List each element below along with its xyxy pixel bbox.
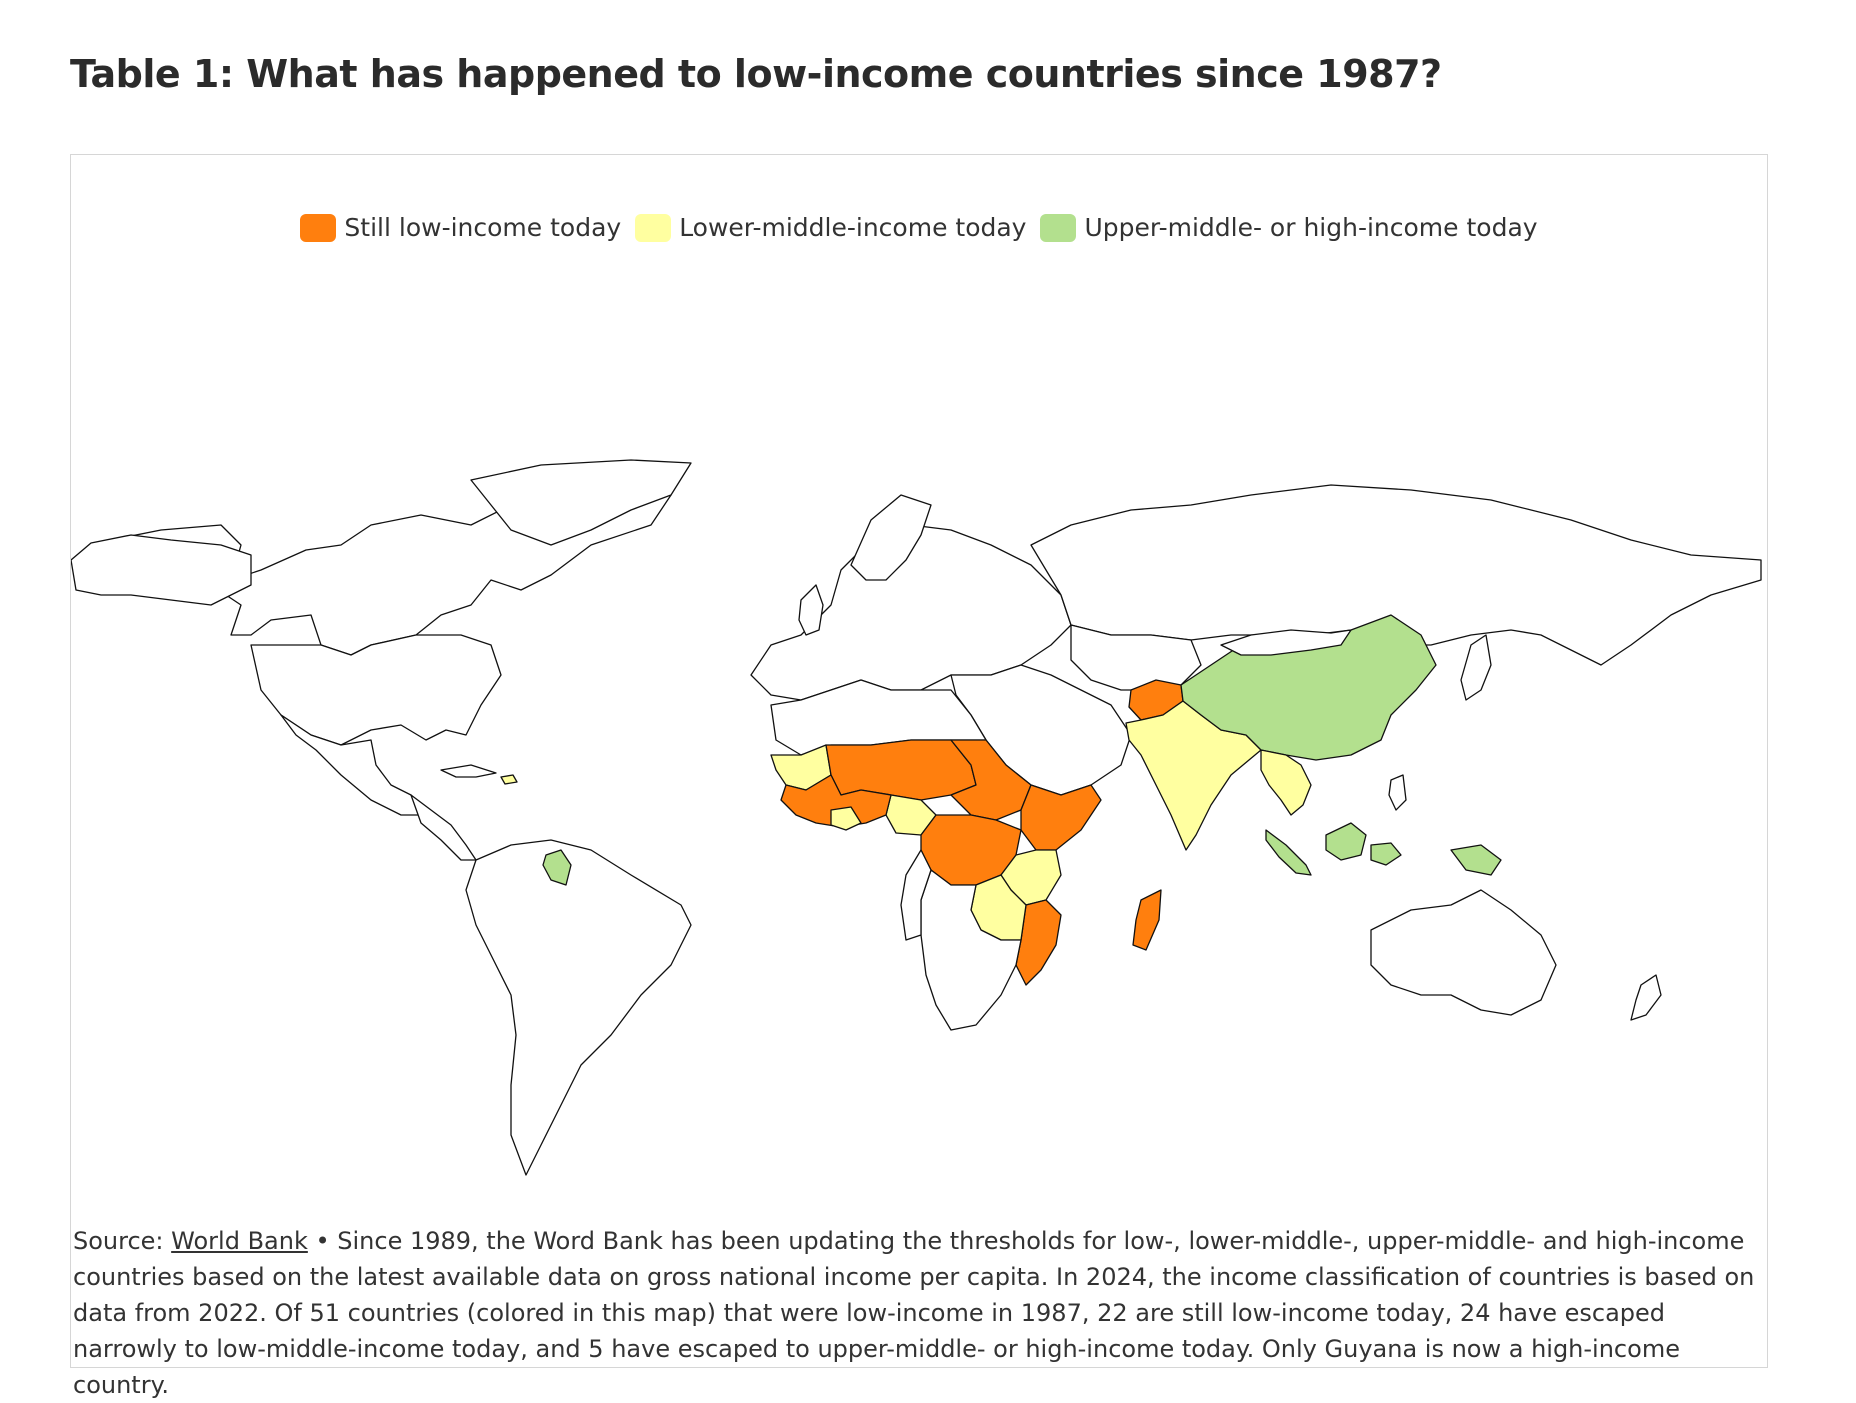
legend: Still low-income today Lower-middle-inco… bbox=[71, 213, 1767, 242]
philippines[interactable] bbox=[1388, 774, 1407, 811]
central-america[interactable] bbox=[410, 794, 477, 861]
new-zealand[interactable] bbox=[1630, 974, 1662, 1021]
legend-swatch-lower-middle bbox=[635, 213, 672, 242]
legend-swatch-upper-high bbox=[1040, 213, 1077, 242]
west-africa[interactable] bbox=[780, 774, 892, 828]
legend-item-upper-high[interactable]: Upper-middle- or high-income today bbox=[1040, 213, 1538, 242]
haiti[interactable] bbox=[500, 774, 518, 785]
world-map bbox=[71, 459, 1762, 1176]
source-prefix: Source: bbox=[73, 1227, 172, 1255]
scandinavia[interactable] bbox=[850, 494, 932, 581]
legend-label-upper-high: Upper-middle- or high-income today bbox=[1084, 213, 1538, 242]
chart-title: Table 1: What has happened to low-income… bbox=[70, 52, 1442, 96]
indonesia-islands[interactable] bbox=[1370, 842, 1402, 866]
united-states[interactable] bbox=[250, 634, 502, 746]
caption: Source: World Bank • Since 1989, the Wor… bbox=[73, 1223, 1763, 1403]
greenland[interactable] bbox=[470, 459, 692, 546]
australia[interactable] bbox=[1370, 889, 1557, 1016]
papua[interactable] bbox=[1450, 844, 1502, 876]
cuba[interactable] bbox=[440, 764, 497, 778]
source-link[interactable]: World Bank bbox=[171, 1227, 308, 1255]
southeast-asia[interactable] bbox=[1260, 749, 1312, 816]
madagascar[interactable] bbox=[1132, 889, 1162, 951]
angola[interactable] bbox=[900, 849, 932, 941]
legend-label-lower-middle: Lower-middle-income today bbox=[679, 213, 1027, 242]
mali-niger[interactable] bbox=[825, 739, 977, 801]
map-frame: Still low-income today Lower-middle-inco… bbox=[70, 154, 1768, 1399]
guyana[interactable] bbox=[542, 849, 572, 886]
russia[interactable] bbox=[1030, 484, 1762, 666]
southern-africa[interactable] bbox=[920, 869, 1022, 1031]
caption-text: • Since 1989, the Word Bank has been upd… bbox=[73, 1227, 1755, 1399]
alaska[interactable] bbox=[71, 534, 252, 606]
uk[interactable] bbox=[798, 584, 824, 636]
ghana-ivory-coast[interactable] bbox=[830, 806, 862, 831]
japan[interactable] bbox=[1460, 634, 1492, 701]
indonesia-sumatra[interactable] bbox=[1265, 829, 1312, 876]
legend-item-lower-middle[interactable]: Lower-middle-income today bbox=[635, 213, 1026, 242]
legend-swatch-still-low bbox=[300, 213, 337, 242]
south-america[interactable] bbox=[465, 839, 692, 1176]
indonesia-borneo[interactable] bbox=[1325, 822, 1367, 861]
mongolia[interactable] bbox=[1220, 629, 1352, 656]
pakistan-india[interactable] bbox=[1125, 700, 1262, 851]
legend-label-still-low: Still low-income today bbox=[344, 213, 622, 242]
ethiopia-somalia[interactable] bbox=[1020, 784, 1102, 851]
legend-item-still-low[interactable]: Still low-income today bbox=[300, 213, 621, 242]
